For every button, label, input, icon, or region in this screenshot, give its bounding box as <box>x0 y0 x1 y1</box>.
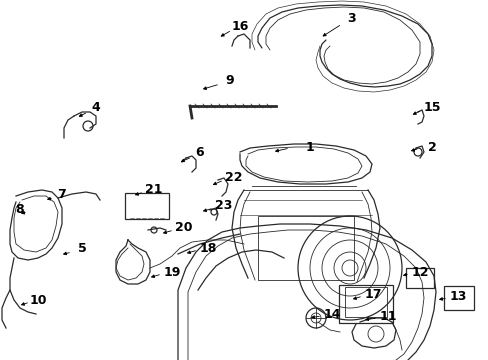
Bar <box>405 268 433 288</box>
Text: 10: 10 <box>29 293 47 306</box>
Text: 2: 2 <box>427 141 435 154</box>
Text: 11: 11 <box>379 310 396 323</box>
Text: 9: 9 <box>225 73 234 86</box>
Text: 4: 4 <box>91 102 100 114</box>
Text: 5: 5 <box>78 242 86 255</box>
Text: 1: 1 <box>305 141 314 154</box>
Text: 7: 7 <box>58 189 66 202</box>
Bar <box>443 286 473 310</box>
Text: 21: 21 <box>145 184 163 197</box>
Text: 18: 18 <box>199 242 216 255</box>
Text: 20: 20 <box>175 221 192 234</box>
Text: 13: 13 <box>448 289 466 302</box>
Text: 16: 16 <box>231 19 248 32</box>
Text: 3: 3 <box>347 12 356 24</box>
Text: 15: 15 <box>423 102 440 114</box>
Text: 8: 8 <box>16 203 24 216</box>
Text: 6: 6 <box>195 147 204 159</box>
Text: 17: 17 <box>364 288 381 301</box>
Text: 19: 19 <box>163 265 181 279</box>
Bar <box>258 216 353 280</box>
Text: 12: 12 <box>410 265 428 279</box>
Text: 23: 23 <box>215 199 232 212</box>
Text: 14: 14 <box>323 307 340 320</box>
Text: 22: 22 <box>225 171 242 184</box>
